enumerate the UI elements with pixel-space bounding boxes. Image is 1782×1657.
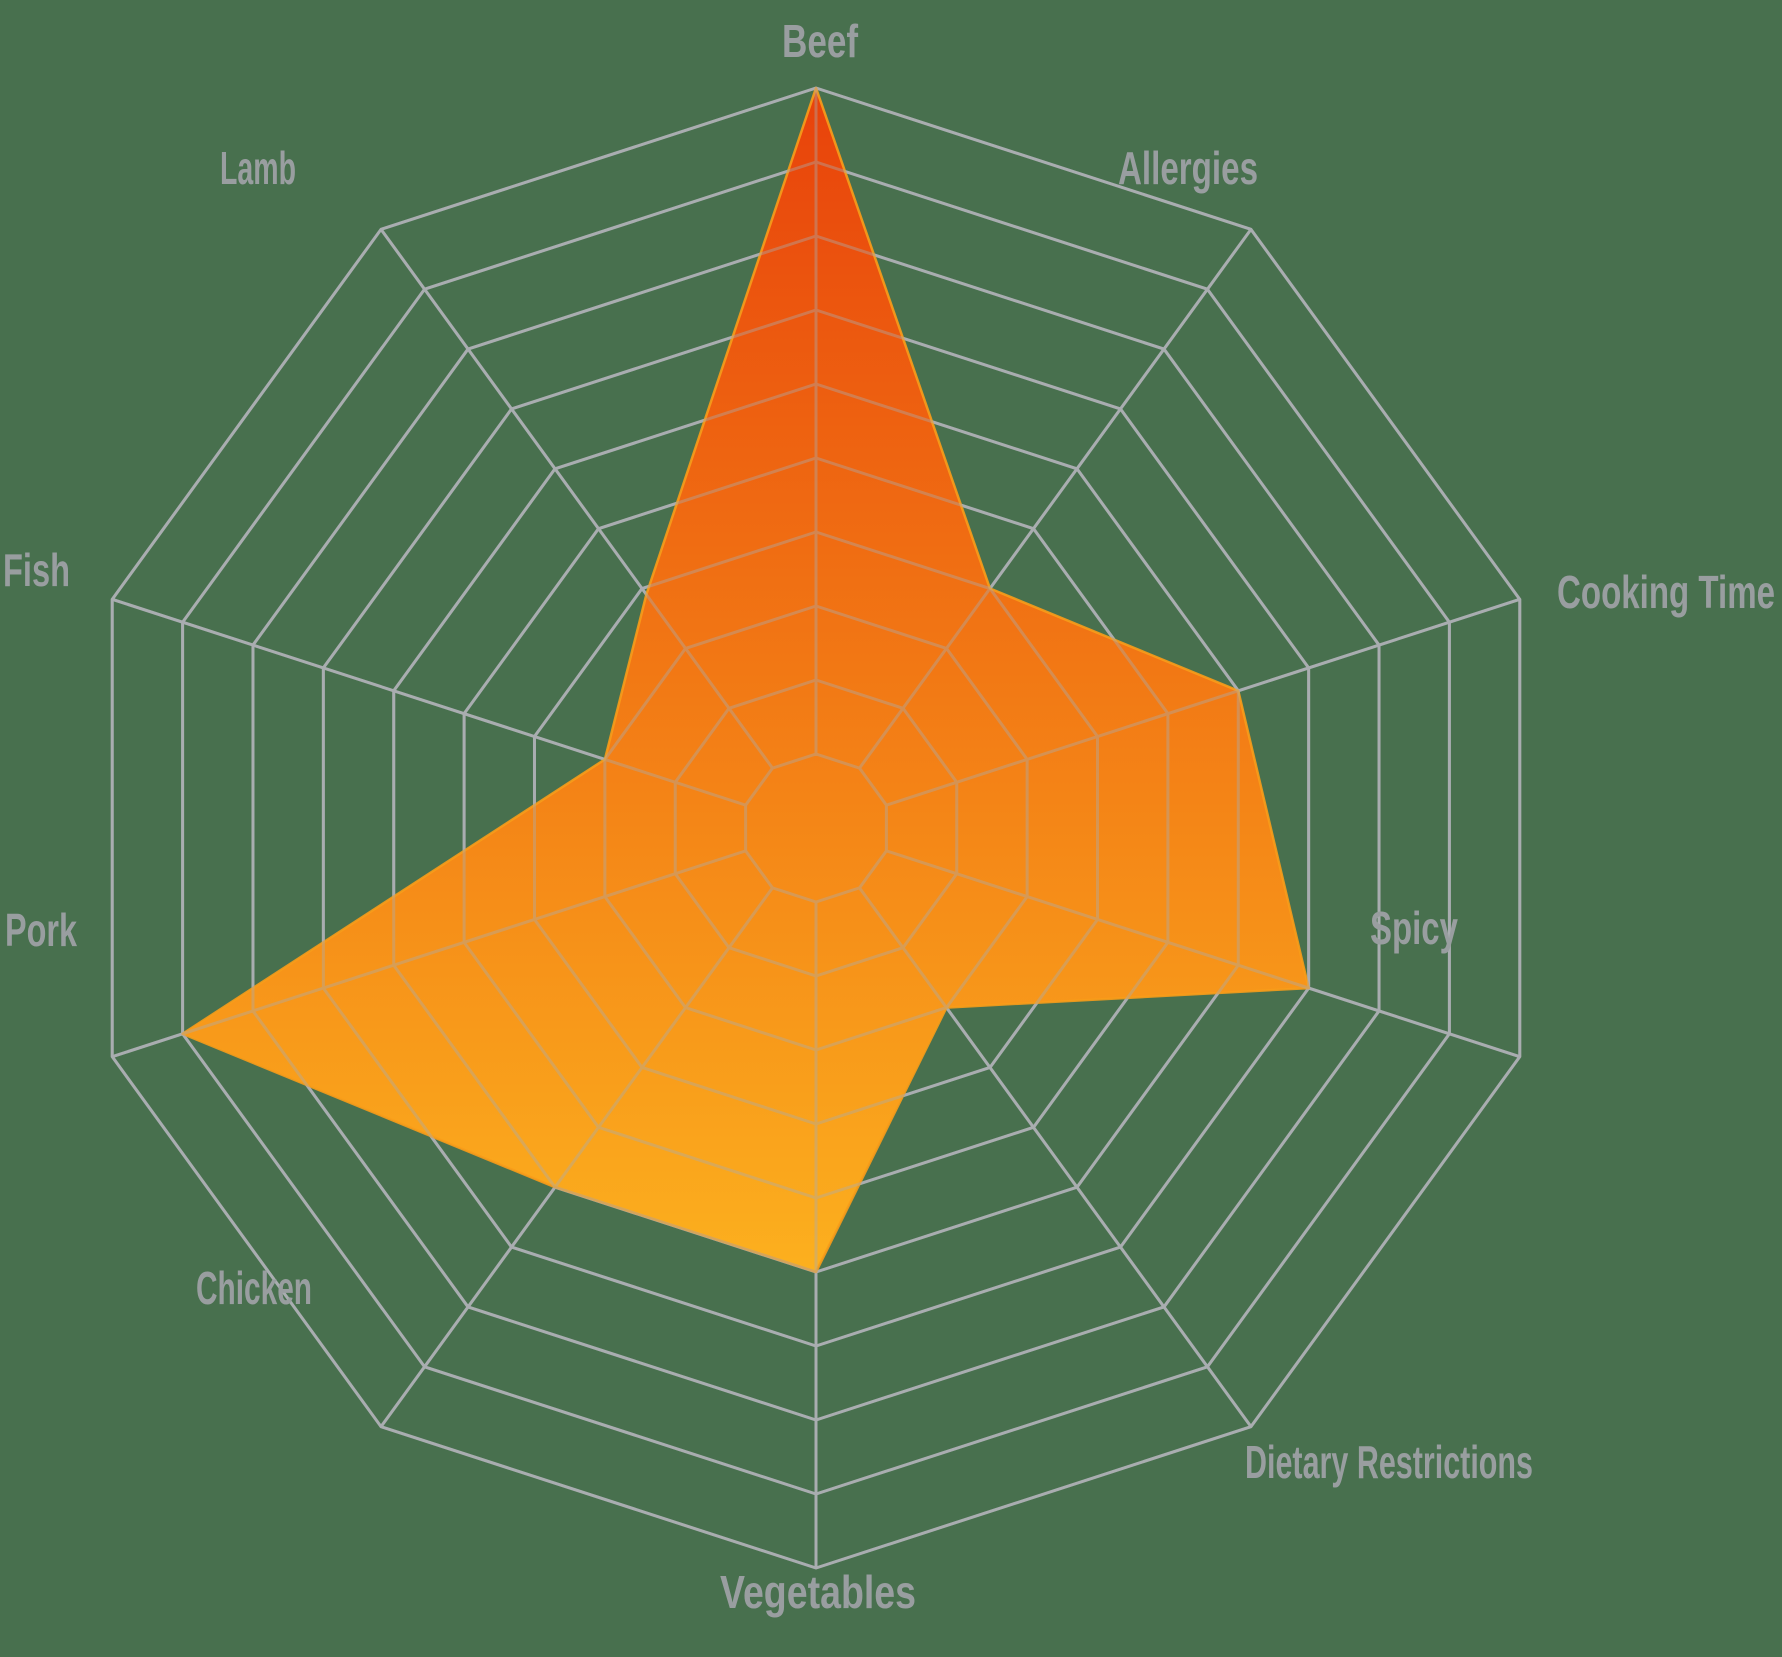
axis-line — [885, 597, 1521, 807]
axis-line — [111, 597, 747, 807]
axis-line — [111, 849, 747, 1059]
axis-line — [858, 228, 1253, 770]
grid-ring — [744, 752, 888, 904]
axis-label-vegetables: Vegetables — [720, 1566, 916, 1618]
data-polygon — [181, 86, 1310, 1274]
axis-label-cooking-time: Cooking Time — [1557, 566, 1775, 618]
grid-ring — [251, 234, 1381, 1422]
grid-ring — [532, 530, 1100, 1126]
axis-label-lamb: Lamb — [220, 142, 296, 194]
grid-ring — [392, 382, 1240, 1274]
grid-ring — [321, 308, 1311, 1348]
radar-grid — [110, 86, 1522, 1570]
axis-label-pork: Pork — [5, 904, 77, 956]
grid-ring — [181, 160, 1451, 1496]
axis-line — [885, 849, 1521, 1059]
axis-line — [379, 228, 774, 770]
grid-ring — [462, 456, 1170, 1200]
grid-ring — [673, 678, 959, 978]
axis-label-dietary-restrictions: Dietary Restrictions — [1245, 1436, 1533, 1488]
axis-line — [858, 886, 1253, 1428]
axis-label-allergies: Allergies — [1118, 142, 1258, 194]
axis-label-beef: Beef — [782, 15, 859, 67]
grid-ring — [110, 86, 1522, 1570]
axis-label-fish: Fish — [3, 544, 70, 596]
axis-label-spicy: Spicy — [1370, 902, 1458, 954]
axis-line — [379, 886, 774, 1428]
axis-label-chicken: Chicken — [196, 1262, 312, 1314]
grid-ring — [603, 604, 1029, 1052]
